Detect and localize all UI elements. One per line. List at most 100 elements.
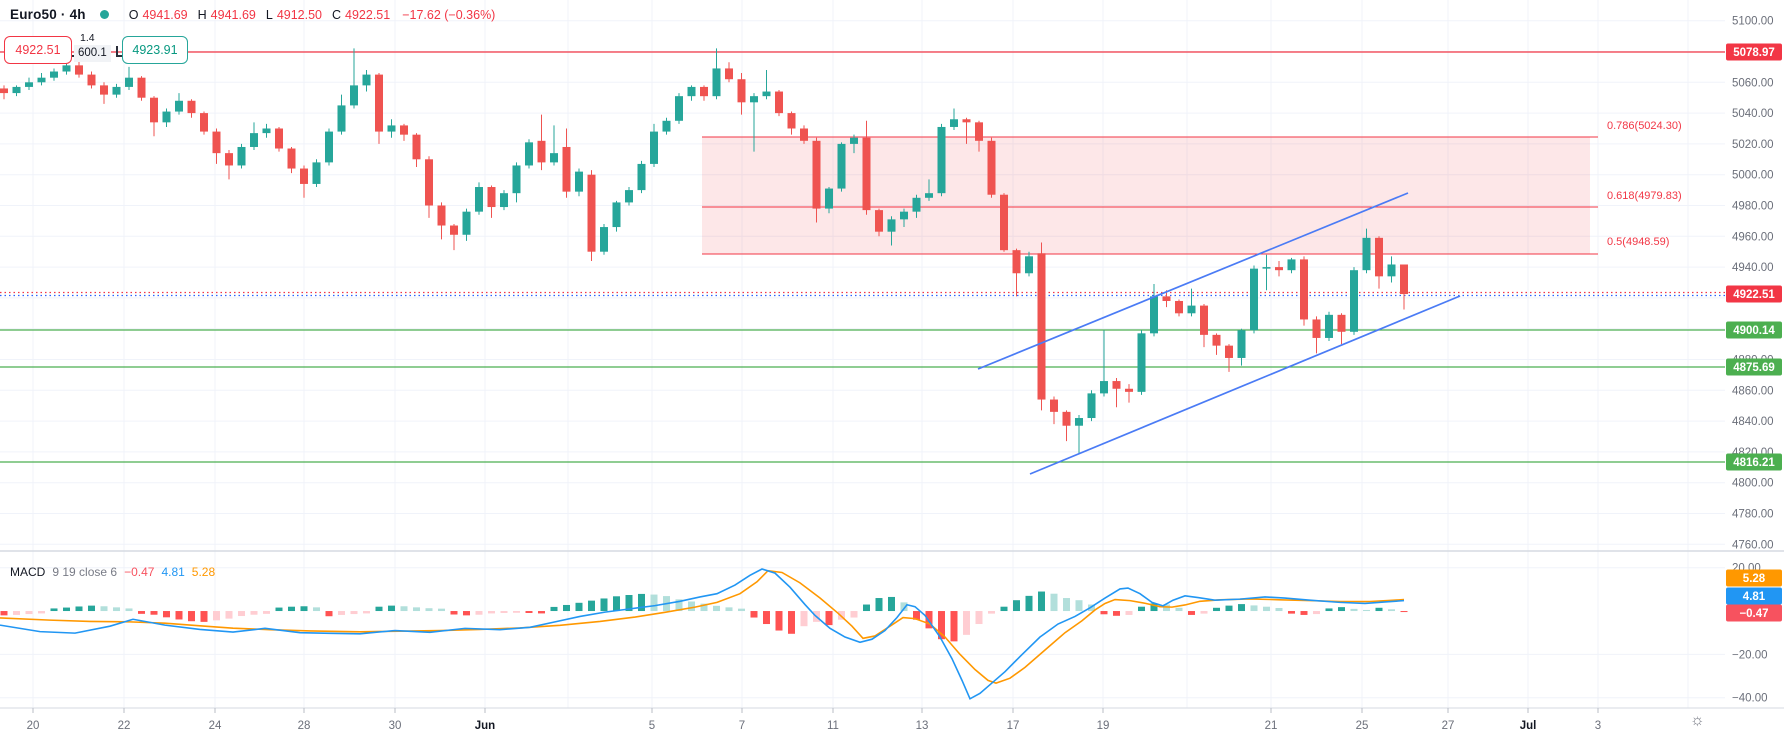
time-axis-label: 21: [1265, 720, 1278, 732]
price-axis-badge: [1726, 285, 1782, 303]
price-axis-badge: [1726, 358, 1782, 376]
macd-histogram: [0, 591, 1408, 642]
macd-histogram-bar: [925, 611, 933, 629]
price-axis-badge-value: 4816.21: [1733, 457, 1775, 469]
candle-body: [1062, 411, 1071, 426]
candle-body: [1050, 399, 1058, 412]
settings-icon[interactable]: ☼: [1690, 712, 1705, 729]
candle-body: [1087, 393, 1096, 419]
macd-histogram-bar: [200, 611, 208, 622]
candle-body: [1362, 237, 1371, 271]
macd-histogram-bar: [313, 607, 320, 612]
macd-histogram-bar: [913, 611, 920, 620]
candle-body: [962, 119, 971, 123]
macd-histogram-bar: [675, 599, 683, 612]
price-axis-label: 5100.00: [1732, 16, 1774, 28]
order-quantity-box[interactable]: 600.1: [74, 45, 111, 62]
time-axis-label: 24: [209, 720, 222, 732]
symbol-title[interactable]: Euro50 · 4h: [10, 7, 86, 22]
macd-histogram-bar: [1175, 607, 1183, 612]
time-axis-label: 13: [916, 720, 929, 732]
candle-body: [875, 210, 883, 232]
price-axis-badge: [1726, 453, 1782, 471]
macd-histogram-bar: [138, 611, 145, 614]
fib-label-05[interactable]: 0.5(4948.59): [1607, 236, 1670, 248]
price-axis-label: −20.00: [1732, 649, 1768, 661]
candle-body: [1100, 381, 1108, 394]
candle-body: [287, 148, 296, 169]
candle-body: [750, 96, 758, 103]
candle-body: [587, 174, 596, 252]
macd-histogram-bar: [1263, 606, 1270, 612]
order-connector-tick: [116, 46, 122, 57]
candle-body: [650, 131, 658, 164]
macd-histogram-bar: [688, 601, 695, 612]
candle-body: [1012, 250, 1021, 274]
macd-line: [0, 568, 1405, 700]
macd-histogram-bar: [150, 611, 158, 615]
macd-histogram-bar: [750, 611, 758, 618]
macd-histogram-bar: [488, 611, 495, 614]
fib-label-0618[interactable]: 0.618(4979.83): [1607, 190, 1682, 202]
candle-body: [1137, 333, 1146, 392]
macd-histogram-bar: [900, 602, 908, 612]
candle-body: [1037, 253, 1046, 400]
price-axis-label: 5000.00: [1732, 170, 1774, 182]
macd-histogram-bar: [363, 611, 370, 614]
price-axis[interactable]: 5100.00 5060.00 5040.00 5020.00 5000.00 4980.…: [1726, 16, 1782, 705]
trendline[interactable]: [977, 192, 1409, 370]
candle-body: [125, 77, 133, 87]
macd-histogram-bar: [400, 606, 408, 612]
time-axis-label: 3: [1595, 720, 1601, 732]
macd-histogram-bar: [325, 611, 333, 617]
candle-body: [350, 85, 358, 106]
time-axis-label: 25: [1356, 720, 1369, 732]
candle-body: [1400, 264, 1408, 295]
low-label: L: [265, 7, 273, 22]
macd-histogram-bar: [1388, 609, 1395, 612]
macd-histogram-bar: [825, 611, 833, 626]
candle-body: [412, 134, 421, 160]
candle-body: [1325, 314, 1333, 338]
candle-body: [562, 146, 571, 192]
price-axis-badge-value: 5.28: [1743, 573, 1766, 585]
candle-body: [1150, 296, 1158, 334]
macd-histogram-bar: [763, 611, 770, 625]
candle-body: [1250, 268, 1258, 331]
time-axis-label: 30: [389, 720, 402, 732]
candle-body: [625, 190, 633, 203]
candle-body: [487, 187, 496, 208]
time-axis[interactable]: 20 22 24 28 30 Jun 5 7 11 13 17 19 21 25 27 Jul 3: [27, 708, 1602, 732]
order-stop-price-box[interactable]: 4922.51: [4, 36, 72, 64]
candle-body: [687, 86, 696, 97]
candle-body: [450, 225, 458, 235]
macd-title[interactable]: MACD: [10, 565, 46, 579]
candle-body: [887, 219, 896, 232]
fib-label-0786[interactable]: 0.786(5024.30): [1607, 120, 1682, 132]
time-axis-label: 28: [298, 720, 311, 732]
trendline[interactable]: [1029, 295, 1461, 475]
price-axis-badge-value: 4875.69: [1733, 362, 1775, 374]
candle-body: [1000, 194, 1008, 251]
low-value: 4912.50: [276, 7, 322, 22]
price-axis-badge-value: 5078.97: [1733, 47, 1775, 59]
candle-body: [862, 137, 871, 211]
price-axis-label: 4840.00: [1732, 416, 1774, 428]
candle-body: [312, 162, 321, 184]
macd-histogram-bar: [1150, 603, 1158, 612]
candle-body: [1187, 305, 1196, 314]
candle-body: [937, 126, 946, 194]
macd-histogram-bar: [975, 611, 983, 625]
macd-histogram-bar: [700, 603, 708, 612]
candle-body: [400, 125, 408, 135]
macd-histogram-bar: [788, 611, 795, 634]
macd-histogram-bar: [538, 611, 545, 614]
candle-body: [50, 71, 58, 78]
candle-body: [462, 211, 471, 235]
price-axis-badge-value: −0.47: [1739, 608, 1768, 620]
order-entry-price-box[interactable]: 4923.91: [122, 36, 188, 64]
macd-signal-value: 5.28: [191, 565, 216, 579]
price-axis-label: −40.00: [1732, 693, 1768, 705]
candle-body: [1200, 305, 1208, 335]
